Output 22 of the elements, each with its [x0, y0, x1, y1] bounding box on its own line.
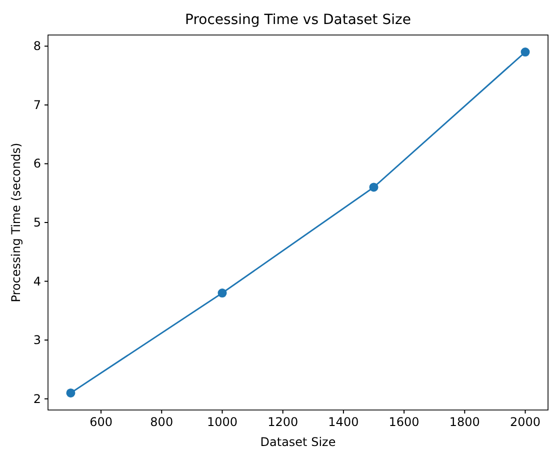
y-tick-label: 7 — [33, 98, 41, 112]
point — [520, 48, 530, 57]
point — [218, 288, 227, 298]
point — [66, 388, 76, 398]
x-tick-label: 1200 — [268, 415, 298, 429]
y-tick-label: 8 — [33, 39, 41, 54]
point — [369, 182, 378, 192]
x-tick-label: 2000 — [510, 415, 541, 429]
x-tick-label: 1000 — [206, 415, 238, 429]
y-tick-label: 4 — [33, 274, 41, 288]
x-tick-label: 800 — [150, 415, 174, 429]
y-axis-title: Processing Time (seconds) — [9, 142, 23, 302]
y-tick-label: 3 — [33, 333, 41, 348]
x-tick-label: 1400 — [328, 415, 359, 429]
y-tick-label: 5 — [33, 216, 41, 230]
x-tick-label: 1600 — [388, 415, 420, 429]
x-tick-label: 1800 — [449, 415, 480, 429]
chart-title: Processing Time vs Dataset Size — [185, 12, 411, 28]
y-tick-label: 2 — [33, 392, 41, 406]
x-tick-label: 600 — [90, 415, 112, 429]
y-tick-label: 6 — [33, 156, 41, 171]
x-axis-title: Dataset Size — [260, 435, 336, 449]
